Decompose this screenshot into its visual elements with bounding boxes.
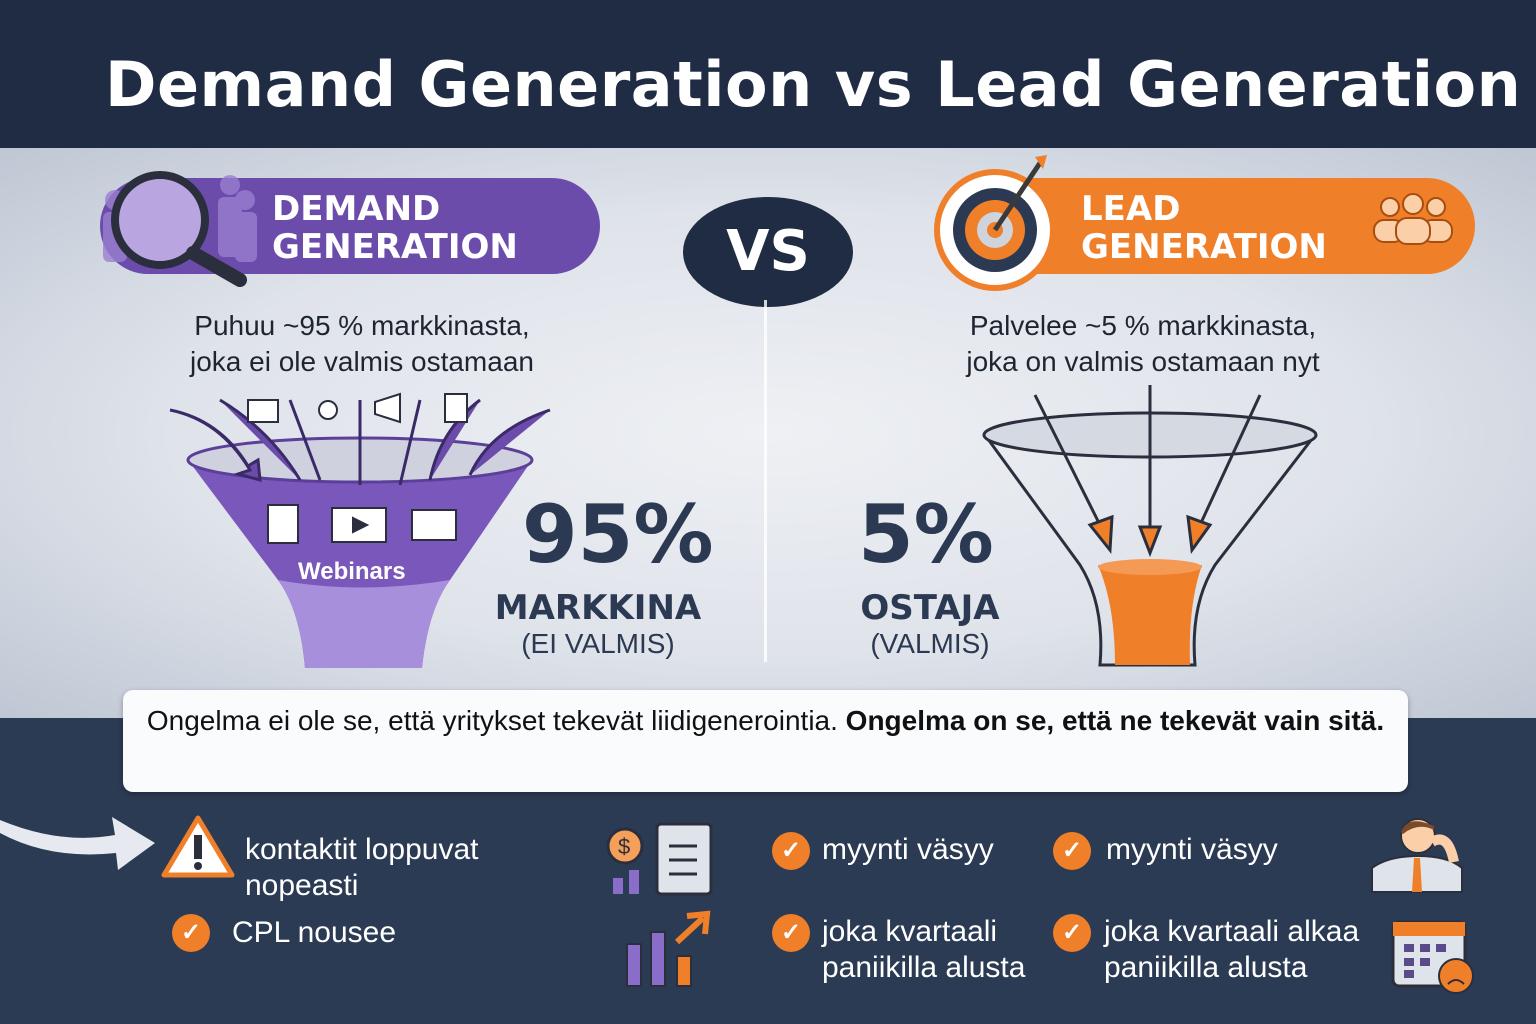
demand-label-line2: GENERATION [272,227,518,267]
lead-label-line1: LEAD [1081,189,1181,229]
lead-desc-line2: joka on valmis ostamaan nyt [966,346,1320,377]
stressed-salesperson-icon [1371,818,1463,893]
warning-icon [161,815,235,878]
check-icon: ✓ [1053,832,1091,870]
content-icons [247,392,468,424]
check-icon: ✓ [172,914,210,952]
demand-percent: 95% [522,488,714,581]
consequence-cpl: CPL nousee [232,916,397,949]
lead-funnel [982,385,1318,667]
lead-description: Palvelee ~5 % markkinasta, joka on valmi… [883,308,1403,380]
demand-segment-note: (EI VALMIS) [521,628,675,659]
demand-segment: MARKKINA (EI VALMIS) [468,588,728,660]
vs-badge: VS [683,197,853,307]
rising-cost-chart-icon [626,910,711,987]
target-icon [934,155,1056,291]
demand-label-line1: DEMAND [272,189,441,229]
curved-arrow-icon [0,817,155,870]
check-icon: ✓ [772,914,810,952]
key-message-box: Ongelma ei ole se, että yritykset tekevä… [123,690,1408,792]
consequence-warning: kontaktit loppuvat nopeasti [245,833,479,902]
magnifier-crowd-icon [103,171,257,287]
demand-desc-line1: Puhuu ~95 % markkinasta, [194,310,530,341]
key-message-bold: Ongelma on se, että ne tekevät vain sitä… [845,705,1385,736]
consequence-col3-2: joka kvartaali alkaa paniikilla alusta [1104,915,1360,984]
focused-arrows [1033,385,1262,558]
svg-text:$: $ [618,834,630,859]
lead-label-line2: GENERATION [1081,227,1327,267]
consequence-col3-1: myynti väsyy [1106,833,1278,866]
lead-desc-line1: Palvelee ~5 % markkinasta, [969,310,1317,341]
key-message-normal: Ongelma ei ole se, että yritykset tekevä… [146,705,846,736]
consequence-col2-1: myynti väsyy [822,833,994,866]
funnel-label-webinars: Webinars [298,558,406,585]
lead-percent: 5% [858,488,994,581]
lead-segment-note: (VALMIS) [870,628,990,659]
lead-segment: OSTAJA (VALMIS) [800,588,1060,660]
demand-desc-line2: joka ei ole valmis ostamaan [190,346,534,377]
page-title: Demand Generation vs Lead Generation [105,48,1522,121]
calendar-frustration-icon [1391,920,1474,994]
check-icon: ✓ [772,832,810,870]
demand-segment-label: MARKKINA [494,588,702,628]
demand-funnel [169,392,551,668]
check-icon: ✓ [1053,914,1091,952]
consequence-col2-2: joka kvartaali paniikilla alusta [822,915,1026,984]
lead-segment-label: OSTAJA [860,588,1000,628]
demand-description: Puhuu ~95 % markkinasta, joka ei ole val… [102,308,622,380]
header-band [0,0,1536,148]
cost-report-icon: $ [606,822,713,896]
divider [764,300,767,662]
team-icon [1373,193,1453,245]
